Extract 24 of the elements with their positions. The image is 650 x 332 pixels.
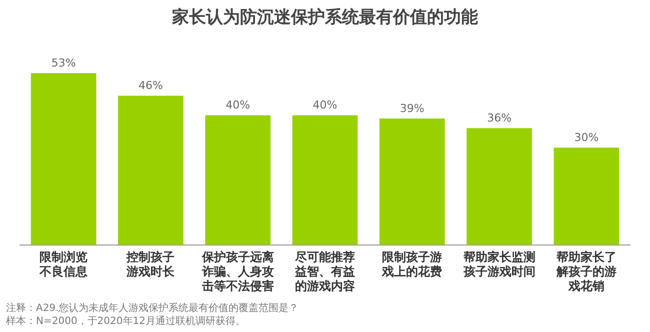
x-tick-label: 帮助家长监测孩子游戏时间	[462, 250, 536, 279]
bar	[205, 115, 271, 245]
x-tick-label: 尽可能推荐益智、有益的游戏内容	[294, 250, 355, 293]
bar	[379, 118, 445, 245]
bar	[30, 73, 96, 245]
data-label: 53%	[51, 56, 76, 70]
bar	[118, 96, 184, 245]
text: 样本：N=2000，于2020年12月通过联机调研获得。	[6, 315, 246, 328]
data-label: 30%	[574, 130, 599, 144]
data-label: 46%	[138, 79, 163, 92]
data-label: 40%	[312, 98, 338, 112]
x-tick-label: 限制孩子游戏上的花费	[381, 250, 442, 279]
bar	[554, 148, 620, 245]
x-tick-label: 保护孩子远离诈骗、人身攻击等不法侵害	[200, 250, 274, 293]
data-label: 36%	[487, 112, 512, 125]
data-label: 40%	[226, 98, 250, 112]
bar	[466, 128, 532, 245]
data-label: 39%	[400, 102, 424, 115]
x-tick-label: 控制孩子游戏时长	[126, 250, 176, 279]
x-tick-label: 限制浏览不良信息	[38, 250, 89, 279]
text: 注释：A29.您认为未成年人游戏保护系统最有价值的覆盖范围是？	[6, 302, 299, 315]
x-tick-label: 帮助家长了解孩子的游戏花销	[555, 250, 616, 293]
chart-title: 家长认为防沉迷保护系统最有价值的功能	[171, 8, 478, 28]
bar	[292, 115, 358, 245]
